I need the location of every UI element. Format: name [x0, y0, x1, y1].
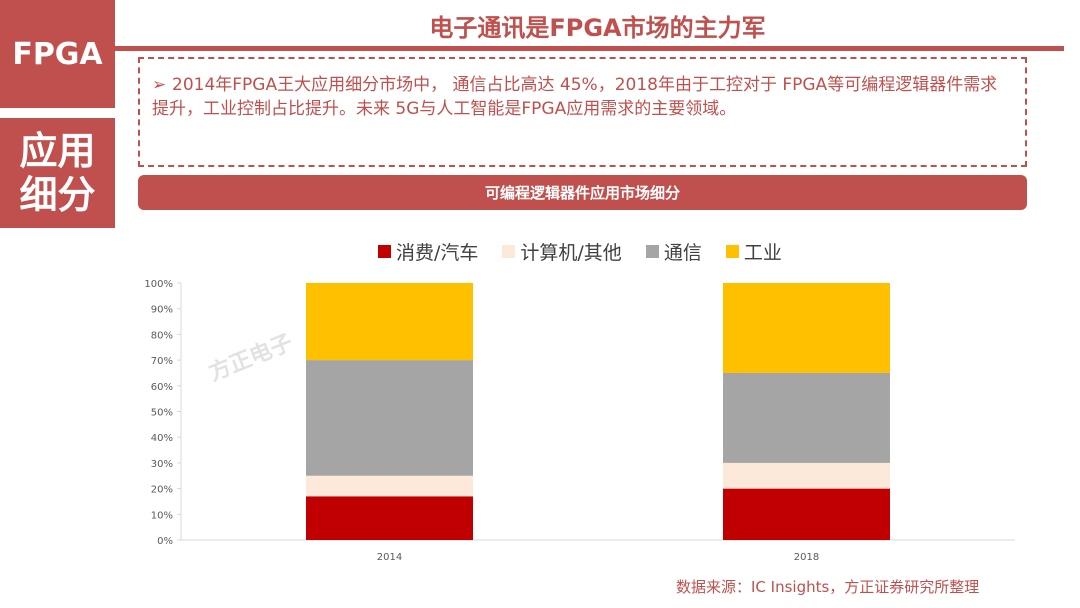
bar-segment: [723, 283, 890, 373]
legend-swatch: [502, 244, 516, 258]
bar-segment: [723, 488, 890, 540]
y-tick-label: 30%: [151, 459, 173, 470]
side-badge-application: 应用细分: [0, 118, 115, 228]
legend-swatch: [378, 244, 391, 258]
y-tick-label: 70%: [151, 356, 173, 367]
bullet-arrow-icon: ➢: [152, 75, 167, 95]
legend-label: 工业: [743, 241, 782, 264]
legend-swatch: [725, 244, 739, 258]
y-tick-label: 10%: [151, 510, 173, 521]
bar-segment: [306, 496, 473, 540]
legend-label: 通信: [663, 241, 702, 264]
x-tick-label: 2014: [377, 552, 402, 563]
title-underline: [115, 46, 1064, 51]
legend-swatch: [645, 244, 659, 258]
y-tick-label: 50%: [151, 408, 173, 419]
section-header: 可编程逻辑器件应用市场细分: [138, 175, 1027, 210]
summary-box: ➢ 2014年FPGA王大应用细分市场中， 通信占比高达 45%，2018年由于工…: [138, 57, 1027, 167]
legend-item: 工业: [725, 238, 782, 265]
side-badge-fpga-text: FPGA: [12, 36, 103, 72]
y-tick-label: 20%: [151, 485, 173, 496]
legend-label: 计算机/其他: [520, 241, 622, 264]
bar-segment: [723, 462, 890, 489]
y-tick-label: 0%: [157, 536, 173, 547]
summary-text-block: ➢ 2014年FPGA王大应用细分市场中， 通信占比高达 45%，2018年由于工…: [152, 73, 1011, 121]
chart-legend: 消费/汽车 计算机/其他 通信 工业: [378, 238, 806, 264]
summary-text: 2014年FPGA王大应用细分市场中， 通信占比高达 45%，2018年由于工控…: [152, 75, 998, 119]
x-tick-label: 2018: [794, 552, 819, 563]
bar-segment: [306, 360, 473, 476]
legend-label: 消费/汽车: [396, 241, 479, 264]
page-title: 电子通讯是FPGA市场的主力军: [429, 14, 766, 42]
bar-segment: [306, 283, 473, 361]
section-title: 可编程逻辑器件应用市场细分: [484, 184, 680, 202]
bar-segment: [306, 475, 473, 497]
y-tick-label: 80%: [151, 330, 173, 341]
legend-item: 消费/汽车: [378, 238, 478, 265]
legend-item: 计算机/其他: [502, 238, 622, 265]
y-tick-label: 40%: [151, 433, 173, 444]
y-tick-label: 100%: [144, 279, 173, 290]
y-tick-label: 90%: [151, 305, 173, 316]
data-source: 数据来源：IC Insights，方正证券研究所整理: [676, 578, 980, 596]
side-badge-fpga: FPGA: [0, 0, 115, 108]
bar-segment: [723, 372, 890, 463]
legend-item: 通信: [645, 238, 702, 265]
y-tick-label: 60%: [151, 382, 173, 393]
side-badge-application-text: 应用细分: [19, 129, 96, 217]
